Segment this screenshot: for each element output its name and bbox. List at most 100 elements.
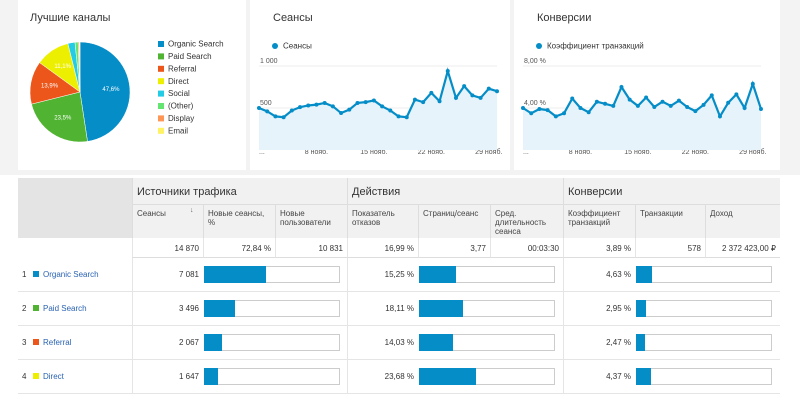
total: 72,84 % (203, 238, 275, 258)
point (570, 96, 575, 101)
column-header[interactable]: Новые сеансы, % (203, 204, 275, 238)
point (545, 108, 550, 113)
point (486, 86, 491, 91)
rank: 3 (22, 338, 27, 347)
column-header[interactable]: Сеансы (132, 204, 203, 238)
column-header[interactable]: Показатель отказов (347, 204, 418, 238)
legend-label: Сеансы (283, 42, 312, 51)
channel-link[interactable]: Referral (43, 338, 72, 347)
point (314, 102, 319, 107)
bar (419, 266, 456, 283)
cell-value: 4,37 % (563, 360, 635, 394)
cell-value: 23,68 % (347, 360, 418, 394)
rank: 2 (22, 304, 27, 313)
bar (636, 368, 652, 385)
point (726, 100, 731, 105)
point (396, 114, 401, 119)
y-tick-label: 8,00 % (524, 58, 546, 65)
point (537, 107, 542, 112)
bar (636, 334, 645, 351)
chart-title: Лучшие каналы (30, 12, 110, 24)
point (701, 102, 706, 107)
legend-swatch (158, 115, 164, 122)
x-tick-label: ... (259, 149, 265, 156)
group-header: Источники трафика (132, 178, 342, 204)
x-tick-label: 15 нояб. (624, 148, 651, 156)
channel-swatch (33, 339, 39, 345)
header-bg (18, 178, 132, 238)
column-header[interactable]: Доход (705, 204, 780, 238)
chart-title: Конверсии (537, 12, 591, 24)
point (750, 81, 755, 86)
channel-link[interactable]: Paid Search (43, 304, 87, 313)
bar-track (204, 334, 340, 351)
pie-slice (79, 41, 81, 93)
point (594, 99, 599, 104)
column-header[interactable]: Новые пользователи (275, 204, 347, 238)
channel-swatch (33, 373, 39, 379)
column-header[interactable]: Коэффициент транзакций (563, 204, 635, 238)
bar (419, 300, 463, 317)
cell-value: 7 081 (132, 258, 203, 292)
point (388, 108, 393, 113)
cell-value: 18,11 % (347, 292, 418, 326)
cell-value: 2,95 % (563, 292, 635, 326)
point (578, 106, 583, 110)
y-tick-label: 500 (260, 100, 272, 107)
bar-track (636, 300, 772, 317)
point (553, 114, 558, 119)
legend-label: Paid Search (168, 52, 212, 61)
point (660, 99, 665, 104)
point (495, 89, 499, 94)
point (347, 107, 352, 112)
point (668, 103, 673, 108)
point (363, 100, 368, 105)
row (18, 292, 780, 326)
column-header[interactable]: Транзакции (635, 204, 705, 238)
data-label: 47,6% (102, 87, 120, 93)
legend-swatch (158, 103, 164, 109)
point (371, 98, 376, 103)
total: 16,99 % (347, 238, 418, 258)
point (306, 103, 311, 108)
bar-track (204, 368, 340, 385)
point (470, 93, 475, 98)
pie-slice (79, 41, 131, 142)
point (603, 101, 608, 106)
legend-marker (272, 43, 278, 49)
point (709, 93, 714, 98)
total: 2 372 423,00 ₽ (705, 238, 780, 258)
point (281, 115, 286, 120)
point (298, 105, 303, 110)
point (627, 97, 632, 102)
group-header: Действия (347, 178, 557, 204)
x-tick-label: 29 нояб. (739, 148, 766, 156)
x-tick-label: 29 нояб. (475, 148, 502, 156)
legend-label: Organic Search (168, 40, 224, 49)
column-header[interactable]: Сред. длительность сеанса (490, 204, 563, 238)
x-tick-label: 22 нояб. (418, 148, 445, 156)
bar (204, 266, 266, 283)
point (429, 90, 434, 95)
point (685, 104, 690, 109)
point (562, 111, 567, 116)
cell-value: 1 647 (132, 360, 203, 394)
data-label: 13,9% (41, 84, 59, 90)
column-header[interactable]: Страниц/сеанс (418, 204, 490, 238)
legend-label: (Other) (168, 102, 194, 111)
rank: 1 (22, 270, 27, 279)
bar (204, 300, 235, 317)
total: 14 870 (132, 238, 203, 258)
legend-label: Коэффициент транзакций (547, 42, 644, 51)
total: 3,77 (418, 238, 490, 258)
group-header: Конверсии (563, 178, 773, 204)
point (693, 109, 698, 114)
bar (419, 368, 476, 385)
bar (204, 334, 223, 351)
x-tick-label: 15 нояб. (360, 148, 387, 156)
channel-link[interactable]: Organic Search (43, 270, 99, 279)
channel-link[interactable]: Direct (43, 372, 64, 381)
point (652, 104, 657, 109)
bar-track (636, 368, 772, 385)
total: 578 (635, 238, 705, 258)
